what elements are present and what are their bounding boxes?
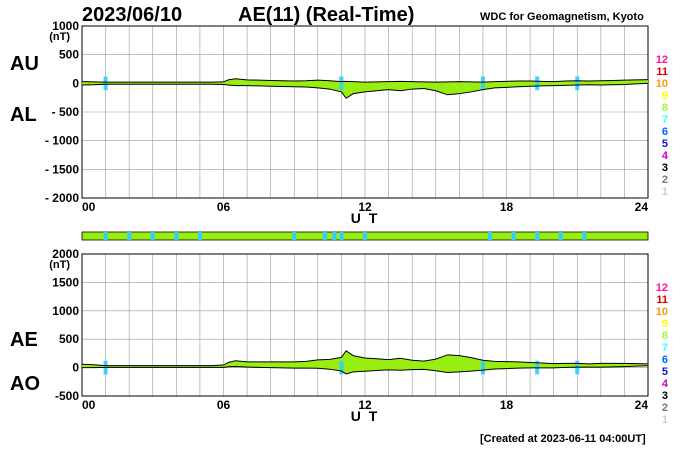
station-scale-label: 12 — [656, 54, 668, 66]
status-bar-segment — [511, 232, 516, 240]
status-bar-segment — [558, 232, 563, 240]
station-status-bar — [81, 231, 649, 241]
x-tick-label: 18 — [500, 398, 514, 412]
station-scale-label: 4 — [662, 378, 669, 390]
status-bar-segment — [332, 232, 337, 240]
station-scale-label: 1 — [662, 414, 668, 426]
created-timestamp: [Created at 2023-06-11 04:00UT] — [480, 433, 646, 445]
plot-frame — [81, 253, 649, 397]
series-label-lower: AL — [10, 104, 37, 126]
x-tick-label: 24 — [635, 398, 649, 412]
y-tick-label: 1000 — [52, 19, 79, 33]
x-axis-title: U T — [351, 210, 380, 226]
status-bar-segment — [174, 232, 179, 240]
x-tick-label: 12 — [358, 200, 372, 214]
station-scale-label: 11 — [656, 294, 668, 306]
y-axis-unit: (nT) — [49, 259, 70, 271]
x-tick-label: 06 — [217, 200, 231, 214]
y-tick-label: 0 — [72, 361, 79, 375]
station-scale-label: 10 — [656, 78, 668, 90]
series-label-lower: AO — [10, 373, 40, 395]
chart-title: AE(11) (Real-Time) — [238, 4, 415, 26]
x-tick-label: 00 — [82, 398, 96, 412]
status-bar-segment — [582, 232, 587, 240]
station-scale-label: 7 — [662, 342, 668, 354]
station-scale-label: 8 — [662, 102, 668, 114]
station-scale-label: 5 — [662, 366, 668, 378]
y-tick-label: - 1500 — [45, 162, 79, 176]
lower-series-line — [82, 365, 649, 375]
station-scale-label: 12 — [656, 282, 668, 294]
y-tick-label: 1500 — [52, 275, 79, 289]
station-scale-label: 8 — [662, 330, 668, 342]
station-scale-label: 6 — [662, 354, 668, 366]
station-scale-label: 2 — [662, 402, 668, 414]
status-bar-segment — [103, 232, 108, 240]
station-scale-label: 9 — [662, 90, 668, 102]
station-scale-label: 7 — [662, 114, 668, 126]
highlight-stripe — [480, 76, 485, 91]
station-scale-label: 11 — [656, 66, 668, 78]
y-tick-label: 1000 — [52, 304, 79, 318]
station-scale-label: 6 — [662, 126, 668, 138]
status-bar-segment — [322, 232, 327, 240]
station-scale-label: 10 — [656, 306, 668, 318]
x-tick-label: 24 — [635, 200, 649, 214]
status-bar-segment — [150, 232, 155, 240]
status-bar-segment — [197, 232, 202, 240]
x-tick-label: 12 — [358, 398, 372, 412]
status-bar-segment — [487, 232, 492, 240]
x-tick-label: 00 — [82, 200, 96, 214]
status-bar-segment — [363, 232, 367, 240]
status-bar-segment — [339, 232, 344, 240]
plot-frame — [81, 25, 649, 199]
source-label: WDC for Geomagnetism, Kyoto — [480, 11, 644, 23]
y-tick-label: 500 — [59, 48, 79, 62]
area-fill — [82, 78, 648, 99]
y-tick-label: - 1000 — [45, 134, 79, 148]
highlight-stripe — [575, 76, 580, 91]
chart-panel-2 — [81, 253, 649, 397]
series-label-upper: AE — [10, 329, 38, 351]
chart-panel-1 — [81, 25, 649, 199]
y-axis-unit: (nT) — [49, 31, 70, 43]
status-bar-segment — [292, 232, 297, 240]
upper-series-line — [81, 78, 649, 83]
y-tick-label: - 2000 — [45, 191, 79, 205]
x-tick-label: 18 — [500, 200, 514, 214]
y-tick-label: 500 — [59, 332, 79, 346]
status-bar-segment — [535, 232, 540, 240]
y-tick-label: -500 — [55, 389, 79, 403]
upper-series-line — [81, 350, 649, 367]
highlight-stripe — [535, 76, 540, 91]
y-tick-label: 2000 — [52, 247, 79, 261]
station-scale-label: 4 — [662, 150, 669, 162]
x-axis-title: U T — [351, 408, 380, 424]
highlight-stripe — [339, 360, 344, 375]
series-label-upper: AU — [10, 53, 39, 75]
station-scale-label: 5 — [662, 138, 668, 150]
x-tick-label: 06 — [217, 398, 231, 412]
lower-series-line — [81, 82, 649, 99]
highlight-stripe — [103, 76, 108, 91]
station-scale-label: 3 — [662, 390, 668, 402]
highlight-stripe — [480, 360, 485, 375]
date-title: 2023/06/10 — [82, 4, 183, 26]
station-scale-label: 1 — [662, 186, 668, 198]
y-tick-label: - 500 — [52, 105, 80, 119]
highlight-stripe — [339, 76, 344, 91]
y-tick-label: 0 — [72, 76, 79, 90]
station-scale-label: 2 — [662, 174, 668, 186]
status-bar-segment — [127, 232, 132, 240]
station-scale-label: 3 — [662, 162, 668, 174]
station-scale-label: 9 — [662, 318, 668, 330]
